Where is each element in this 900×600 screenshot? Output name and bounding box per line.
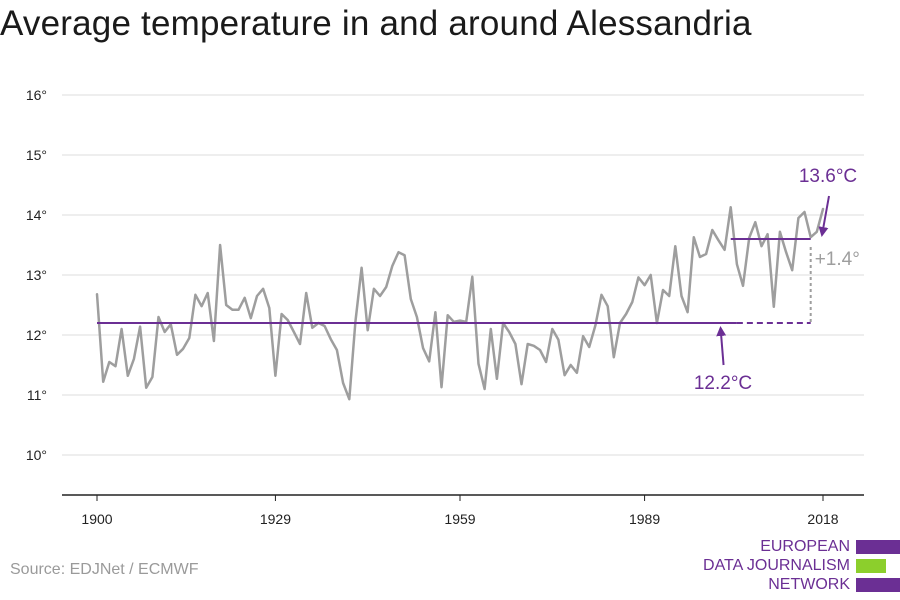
x-tick-label: 1989 [629,511,660,527]
y-tick-label: 11° [27,387,47,403]
recent-annotation-arrow [818,195,830,237]
baseline-annotation-arrow [716,326,727,366]
logo-bar-purple-top [856,540,900,554]
y-tick-label: 13° [26,267,47,283]
x-tick-label: 2018 [807,511,838,527]
baseline-annotation-label: 12.2°C [694,373,752,394]
difference-label: +1.4° [815,249,860,270]
y-tick-label: 14° [26,207,47,223]
y-tick-label: 12° [26,327,47,343]
logo-bar-green [856,559,886,573]
y-tick-label: 15° [26,147,47,163]
y-tick-label: 10° [26,447,47,463]
temperature-series-line [95,205,825,401]
chart-title: Average temperature in and around Alessa… [0,4,752,43]
x-tick-label: 1929 [260,511,291,527]
x-tick-label: 1900 [81,511,112,527]
recent-annotation-label: 13.6°C [799,166,857,187]
logo-line-european: EUROPEAN [760,538,850,555]
logo-line-network: NETWORK [768,576,850,593]
x-tick-label: 1959 [444,511,475,527]
logo-line-data-journalism: DATA JOURNALISM [703,557,850,574]
logo-bar-purple-bottom [856,578,900,592]
source-note: Source: EDJNet / ECMWF [10,561,199,578]
y-tick-label: 16° [26,87,47,103]
edjnet-logo: EUROPEAN DATA JOURNALISM NETWORK [703,538,900,596]
